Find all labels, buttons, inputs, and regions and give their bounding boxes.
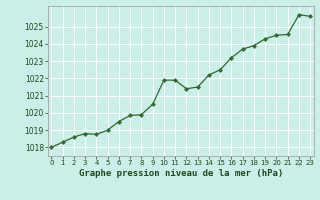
X-axis label: Graphe pression niveau de la mer (hPa): Graphe pression niveau de la mer (hPa)	[79, 169, 283, 178]
